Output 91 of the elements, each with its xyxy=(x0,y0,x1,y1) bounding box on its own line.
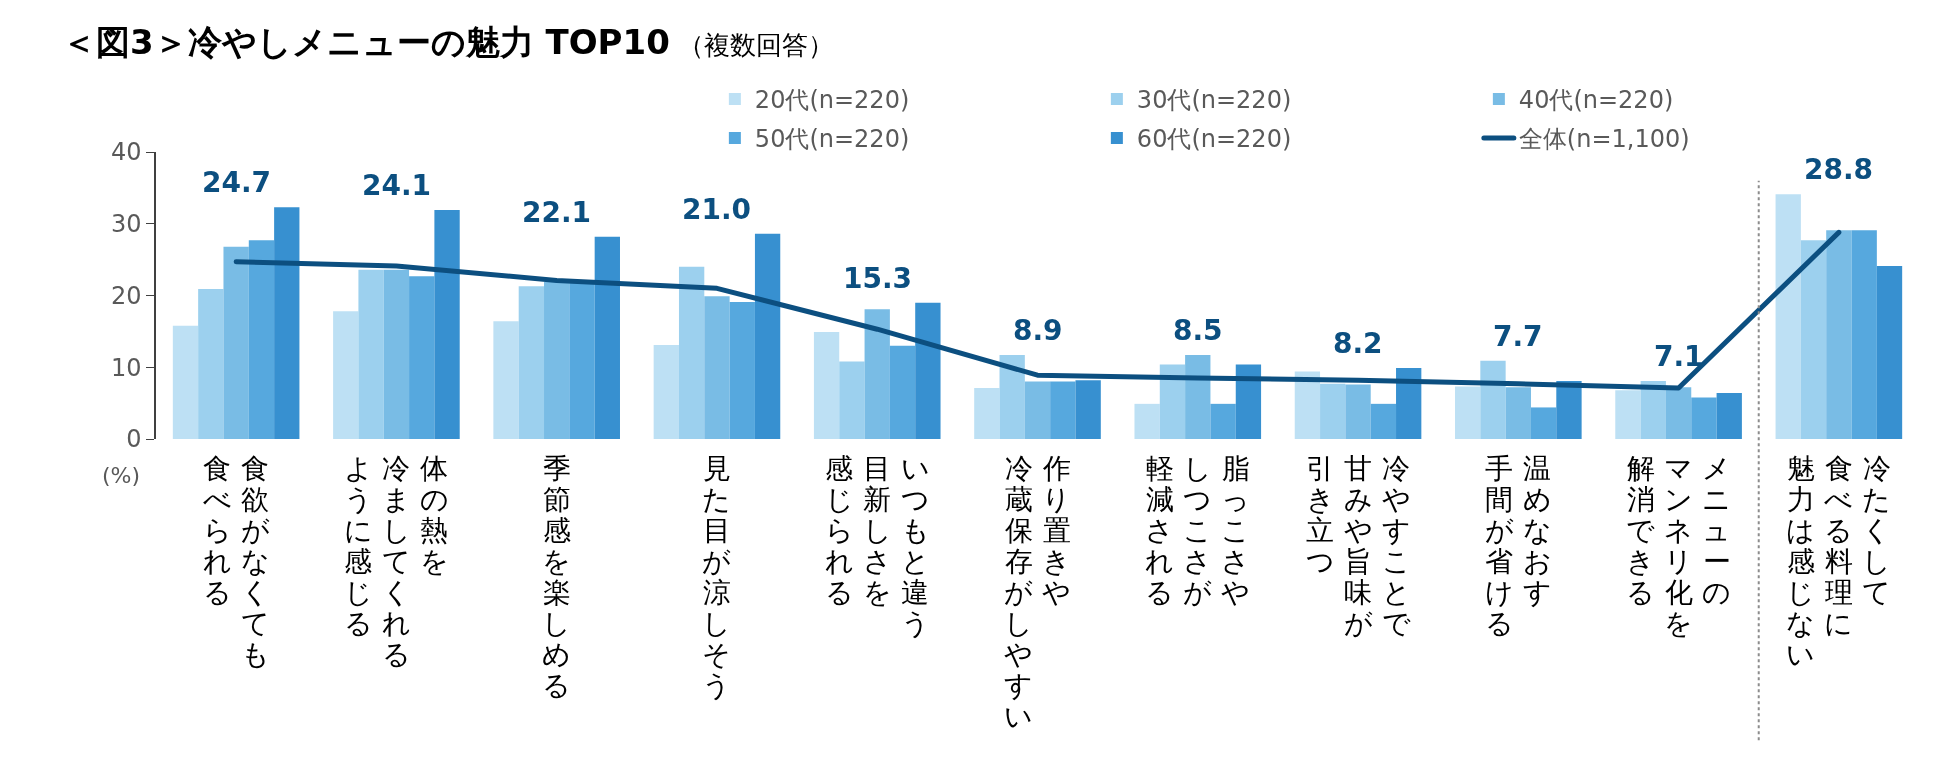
y-axis-title: (%) xyxy=(102,463,141,488)
category-label: 脂っこさやしつこさが軽減される xyxy=(1145,452,1251,609)
bar xyxy=(274,207,300,439)
bar xyxy=(813,332,840,439)
bar xyxy=(1530,407,1557,439)
bar xyxy=(1640,380,1666,439)
data-label: 22.1 xyxy=(522,196,592,229)
y-tick-label: 40 xyxy=(110,138,142,167)
bar xyxy=(1615,390,1641,439)
category-label: 冷やすことで甘みや旨味が引き立つ xyxy=(1305,452,1411,640)
bar xyxy=(864,309,890,439)
data-label: 24.7 xyxy=(202,166,272,199)
bar xyxy=(1826,230,1852,439)
bar xyxy=(544,281,570,439)
legend-label: 30代(n=220) xyxy=(1136,86,1292,115)
bar xyxy=(999,355,1025,439)
category-label: メニューのマンネリ化を解消できる xyxy=(1626,452,1732,640)
bar xyxy=(1876,266,1903,439)
data-label: 21.0 xyxy=(682,193,752,226)
bar xyxy=(889,345,916,439)
bar xyxy=(1024,381,1051,439)
bar xyxy=(1185,355,1211,439)
bar xyxy=(1480,360,1506,439)
category-label: いつもと違う目新しさを感じられる xyxy=(824,452,930,640)
bar xyxy=(569,282,595,439)
bar xyxy=(248,240,275,439)
bar xyxy=(1800,240,1827,439)
bar xyxy=(653,345,679,439)
bar xyxy=(1345,384,1371,439)
category-label: 作り置きや冷蔵保存がしやすい xyxy=(1004,452,1071,733)
bar xyxy=(594,236,620,439)
bar xyxy=(333,311,359,439)
bar xyxy=(172,325,199,439)
data-label: 8.2 xyxy=(1333,327,1383,360)
bar xyxy=(729,301,755,439)
bar xyxy=(434,210,460,439)
bar xyxy=(1294,371,1321,439)
category-label: 食欲がなくても食べられる xyxy=(202,452,270,671)
bar xyxy=(1320,383,1346,439)
bar xyxy=(915,302,941,439)
bar xyxy=(754,233,781,439)
bar xyxy=(974,388,1000,439)
bar xyxy=(493,321,519,439)
data-label: 7.1 xyxy=(1654,340,1704,373)
data-label: 7.7 xyxy=(1493,320,1543,353)
legend-label: 20代(n=220) xyxy=(754,86,910,115)
category-label: 体の熱を冷ましてくれるように感じる xyxy=(343,452,449,671)
bar xyxy=(678,266,705,439)
bar xyxy=(358,269,384,439)
y-tick-label: 0 xyxy=(126,425,142,454)
x-tick-label: 季節感を楽しめる xyxy=(542,452,572,702)
data-label: 24.1 xyxy=(362,169,432,202)
chart-title: ＜図3＞冷やしメニューの魅力 TOP10 xyxy=(62,21,670,62)
bar xyxy=(198,289,224,439)
y-tick-label: 10 xyxy=(110,353,142,382)
data-label: 15.3 xyxy=(843,262,913,295)
bar xyxy=(1159,364,1186,439)
bar xyxy=(1396,367,1422,439)
bar xyxy=(1665,387,1692,439)
category-label: 冷たくして食べる料理に魅力は感じない xyxy=(1786,452,1892,671)
bar xyxy=(1370,403,1397,439)
bar xyxy=(1210,403,1236,439)
bar xyxy=(704,296,730,439)
bar xyxy=(1235,364,1262,439)
bar xyxy=(1775,194,1801,439)
bar xyxy=(1556,380,1582,439)
data-label: 8.9 xyxy=(1013,314,1063,347)
category-label: 温めなおす手間が省ける xyxy=(1484,452,1552,640)
bar xyxy=(1716,393,1742,439)
data-label: 28.8 xyxy=(1804,153,1874,186)
legend-label: 60代(n=220) xyxy=(1136,125,1292,154)
x-tick-label: 見た目が涼しそう xyxy=(702,452,732,702)
y-tick-label: 20 xyxy=(110,281,142,310)
chart-subtitle: （複数回答） xyxy=(669,29,835,60)
data-label: 8.5 xyxy=(1173,314,1223,347)
legend-label: 40代(n=220) xyxy=(1518,86,1674,115)
bar xyxy=(1075,380,1101,439)
bar xyxy=(1851,230,1877,439)
bar xyxy=(518,286,545,439)
bar xyxy=(383,269,410,439)
legend-label: 50代(n=220) xyxy=(754,125,910,154)
bar xyxy=(223,246,249,439)
bar xyxy=(1455,386,1481,439)
bar xyxy=(1050,381,1076,439)
bar xyxy=(839,361,865,439)
bar xyxy=(1505,387,1531,439)
y-tick-label: 30 xyxy=(110,210,142,239)
bar xyxy=(1134,403,1160,439)
bar xyxy=(1691,397,1717,439)
bar xyxy=(409,276,435,439)
legend-label: 全体(n=1,100) xyxy=(1518,125,1690,154)
